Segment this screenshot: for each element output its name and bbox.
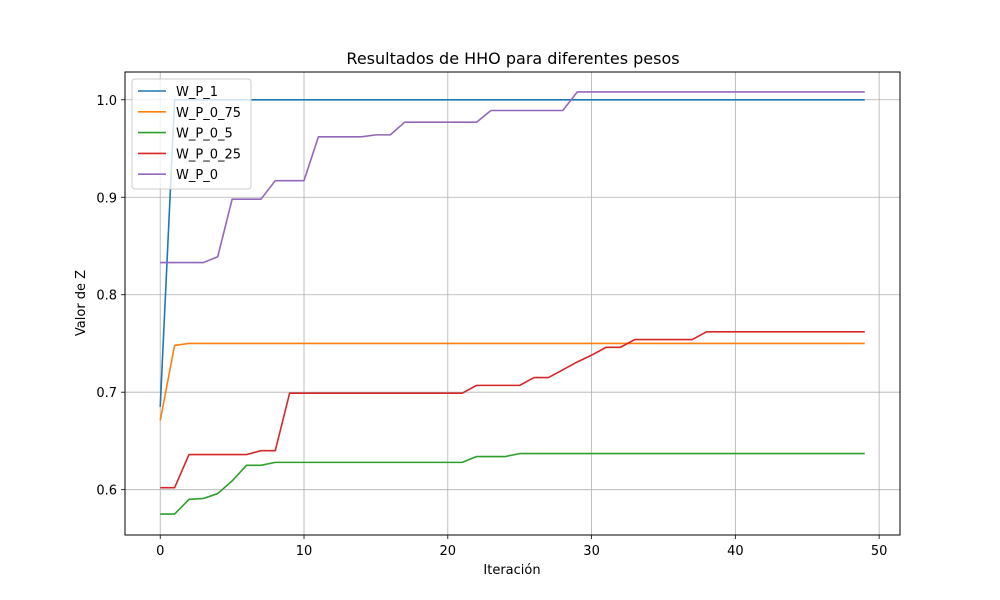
y-tick-label: 0.6 (96, 484, 117, 499)
x-tick-label: 0 (156, 544, 164, 559)
legend-label: W_P_0 (176, 168, 218, 183)
x-tick-label: 20 (440, 544, 457, 559)
chart-title: Resultados de HHO para diferentes pesos (346, 49, 679, 68)
y-tick-label: 0.9 (96, 191, 117, 206)
axis-ticks: 0 10 20 30 40 50 0.6 0.7 0.8 0.9 1.0 (96, 94, 887, 559)
legend-label: W_P_0_25 (176, 147, 241, 162)
x-tick-label: 10 (296, 544, 313, 559)
series-line-w-p-0-5 (160, 452, 865, 515)
y-axis-title: Valor de Z (74, 270, 89, 336)
series-line-w-p-0-75 (159, 342, 865, 421)
series-line-w-p-0 (160, 91, 865, 264)
series-line-w-p-1 (159, 98, 865, 407)
legend-label: W_P_0_5 (176, 127, 233, 142)
legend: W_P_1 W_P_0_75 W_P_0_5 W_P_0_25 W_P_0 (131, 78, 252, 190)
x-tick-label: 30 (583, 544, 600, 559)
legend-label: W_P_0_75 (176, 106, 241, 121)
legend-label: W_P_1 (176, 85, 218, 100)
legend-box (131, 78, 252, 190)
y-tick-label: 0.8 (96, 289, 117, 304)
series-line-w-p-0-25 (160, 330, 865, 489)
series-lines (159, 91, 865, 515)
y-tick-label: 1.0 (96, 94, 117, 109)
x-axis-title: Iteración (483, 563, 540, 578)
plot-frame (124, 71, 901, 536)
x-tick-label: 50 (871, 544, 888, 559)
x-tick-label: 40 (727, 544, 744, 559)
y-tick-label: 0.7 (96, 386, 117, 401)
